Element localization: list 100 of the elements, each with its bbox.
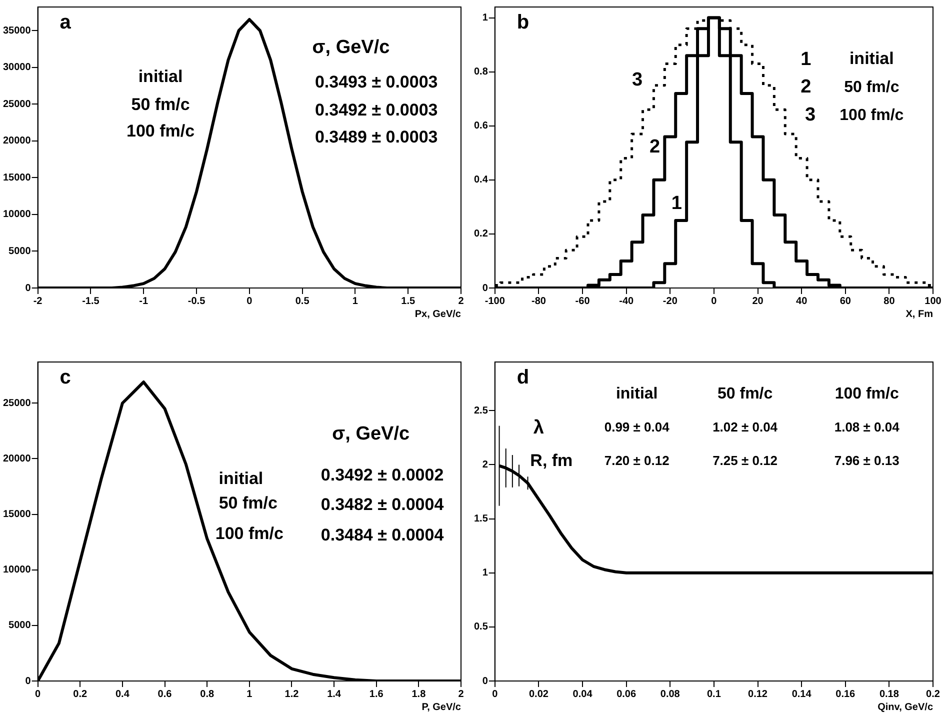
x-tick-label: -40 <box>619 296 634 307</box>
annotation: initial <box>849 49 894 68</box>
annotation: 50 fm/c <box>131 95 190 114</box>
annotation: 1.08 ± 0.04 <box>834 420 900 435</box>
y-tick-label: 0.5 <box>474 622 488 633</box>
y-tick-label: 0.8 <box>474 66 488 78</box>
y-tick-label: 30000 <box>2 62 32 74</box>
x-tick-label: 0.5 <box>295 296 310 307</box>
y-tick-label: 20000 <box>2 453 32 464</box>
x-tick-label: -1 <box>139 296 148 307</box>
y-tick-label: 25000 <box>2 98 32 110</box>
annotation: 1.02 ± 0.04 <box>712 420 778 435</box>
annotation: σ, GeV/c <box>332 423 410 444</box>
x-tick-label: -20 <box>662 296 678 307</box>
y-tick-label: 20000 <box>2 136 32 147</box>
x-tick-label: 2 <box>458 688 464 700</box>
y-tick-label: 1 <box>482 12 488 24</box>
annotation: 100 fm/c <box>834 385 899 402</box>
annotation: 0.3482 ± 0.0004 <box>320 495 444 514</box>
y-tick-label: 0 <box>482 282 488 294</box>
annotation: initial <box>616 385 658 402</box>
annotation: initial <box>218 468 264 488</box>
y-tick-label: 10000 <box>2 564 32 576</box>
x-tick-label: 1.6 <box>369 688 384 700</box>
x-tick-label: 0.12 <box>748 688 768 700</box>
chart-title: c <box>60 366 71 389</box>
x-tick-label: 0.04 <box>572 688 593 700</box>
annotation: 7.96 ± 0.13 <box>834 453 900 468</box>
annotation: 0.3492 ± 0.0002 <box>320 466 444 485</box>
x-tick-label: 0.6 <box>158 688 172 700</box>
x-tick-label: 60 <box>840 296 852 307</box>
x-tick-label: -2 <box>33 296 43 307</box>
y-tick-label: 2 <box>482 459 488 470</box>
x-tick-label: 0.14 <box>792 688 812 700</box>
x-tick-label: 0 <box>711 296 718 307</box>
chart-title: a <box>60 12 72 34</box>
x-tick-label: 0.08 <box>660 688 680 700</box>
x-axis-title: Qinv, GeV/c <box>878 702 934 713</box>
x-tick-label: 0.8 <box>200 688 214 700</box>
x-tick-label: 80 <box>884 296 896 307</box>
annotation: 0.99 ± 0.04 <box>604 420 670 435</box>
annotation: 50 fm/c <box>717 385 773 402</box>
annotation: 1 <box>800 48 812 70</box>
annotation: 7.20 ± 0.12 <box>604 453 670 468</box>
annotation: 50 fm/c <box>844 78 900 96</box>
annotation: 50 fm/c <box>218 494 278 513</box>
annotation: 100 fm/c <box>126 122 195 141</box>
y-tick-label: 5000 <box>8 620 32 632</box>
annotation: 100 fm/c <box>840 106 904 124</box>
x-tick-label: 0.2 <box>73 688 88 700</box>
annotation: 0.3484 ± 0.0004 <box>320 526 444 545</box>
annotation: σ, GeV/c <box>312 36 390 58</box>
x-tick-label: -1.5 <box>82 296 100 307</box>
x-tick-label: 0 <box>35 688 42 700</box>
y-tick-label: 0 <box>482 676 488 687</box>
x-tick-label: 0.06 <box>616 688 636 700</box>
annotation: λ <box>533 417 544 438</box>
annotation: R, fm <box>530 451 573 470</box>
x-tick-label: -100 <box>484 296 506 307</box>
x-tick-label: 1 <box>246 688 253 700</box>
x-tick-label: -0.5 <box>188 296 206 307</box>
y-tick-label: 25000 <box>2 398 32 409</box>
x-tick-label: 20 <box>752 296 764 307</box>
x-tick-label: 100 <box>924 296 942 307</box>
annotation: 0.3489 ± 0.0003 <box>314 127 438 146</box>
x-tick-label: 0 <box>492 688 498 700</box>
annotation: 7.25 ± 0.12 <box>712 453 778 468</box>
annotation: 2 <box>650 136 660 158</box>
x-tick-label: 0.16 <box>836 688 856 700</box>
y-tick-label: 0.2 <box>474 228 488 240</box>
x-tick-label: 0.02 <box>528 688 549 700</box>
annotation: 0.3492 ± 0.0003 <box>314 100 438 120</box>
y-tick-label: 0.4 <box>474 174 488 186</box>
annotation: 3 <box>632 69 643 90</box>
x-tick-label: 0.2 <box>926 688 940 700</box>
x-tick-label: -60 <box>575 296 590 307</box>
annotation: 1 <box>671 192 682 214</box>
x-tick-label: 0.1 <box>707 688 722 700</box>
y-tick-label: 15000 <box>2 172 32 184</box>
annotation: 2 <box>800 76 812 98</box>
x-tick-label: 2 <box>458 296 464 307</box>
x-tick-label: 1.8 <box>412 688 426 700</box>
annotation: 0.3493 ± 0.0003 <box>314 72 438 92</box>
chart-title: b <box>516 12 530 34</box>
x-tick-label: 0 <box>246 296 253 307</box>
x-tick-label: 0.18 <box>879 688 900 700</box>
x-tick-label: -80 <box>531 296 546 307</box>
y-tick-label: 2.5 <box>474 405 488 416</box>
y-tick-label: 15000 <box>2 509 32 520</box>
y-tick-label: 35000 <box>2 25 32 36</box>
annotation: 3 <box>805 104 816 126</box>
y-tick-label: 5000 <box>8 246 32 257</box>
x-axis-title: Px, GeV/c <box>414 308 462 320</box>
x-axis-title: P, GeV/c <box>422 702 462 713</box>
y-tick-label: 1 <box>482 568 488 579</box>
annotation: initial <box>138 66 183 86</box>
y-tick-label: 10000 <box>2 209 32 220</box>
x-tick-label: 1 <box>352 296 358 307</box>
x-tick-label: 0.4 <box>115 688 130 700</box>
chart-title: d <box>516 366 530 389</box>
